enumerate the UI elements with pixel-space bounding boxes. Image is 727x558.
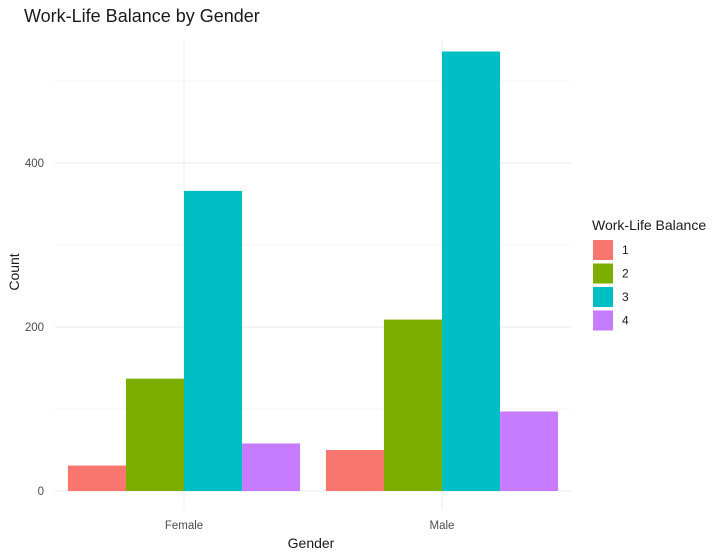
bar-female-4 — [242, 443, 300, 491]
bar-male-2 — [384, 320, 442, 491]
x-tick-label: Female — [165, 520, 203, 532]
y-tick-label: 400 — [25, 158, 44, 170]
x-axis-title: Gender — [288, 535, 335, 551]
legend: Work-Life Balance 1 2 3 4 — [592, 217, 706, 331]
y-axis-ticks: 0 200 400 — [25, 158, 44, 498]
y-axis-title: Count — [6, 253, 22, 290]
legend-label: 2 — [622, 267, 629, 281]
bar-male-1 — [326, 450, 384, 491]
bar-male-3 — [442, 51, 500, 491]
bars — [68, 51, 558, 491]
legend-key-1 — [593, 240, 613, 260]
x-tick-label: Male — [430, 520, 455, 532]
bar-male-4 — [500, 411, 558, 491]
bar-female-3 — [184, 191, 242, 491]
chart-title: Work-Life Balance by Gender — [24, 6, 260, 26]
bar-female-1 — [68, 466, 126, 491]
bar-female-2 — [126, 379, 184, 491]
legend-title: Work-Life Balance — [592, 217, 706, 233]
legend-key-3 — [593, 287, 613, 307]
legend-label: 4 — [622, 314, 629, 328]
legend-key-2 — [593, 264, 613, 284]
legend-label: 3 — [622, 290, 629, 304]
y-tick-label: 200 — [25, 322, 44, 334]
legend-key-4 — [593, 311, 613, 331]
x-axis-ticks: Female Male — [165, 520, 455, 532]
y-tick-label: 0 — [38, 486, 44, 498]
legend-label: 1 — [622, 243, 629, 257]
